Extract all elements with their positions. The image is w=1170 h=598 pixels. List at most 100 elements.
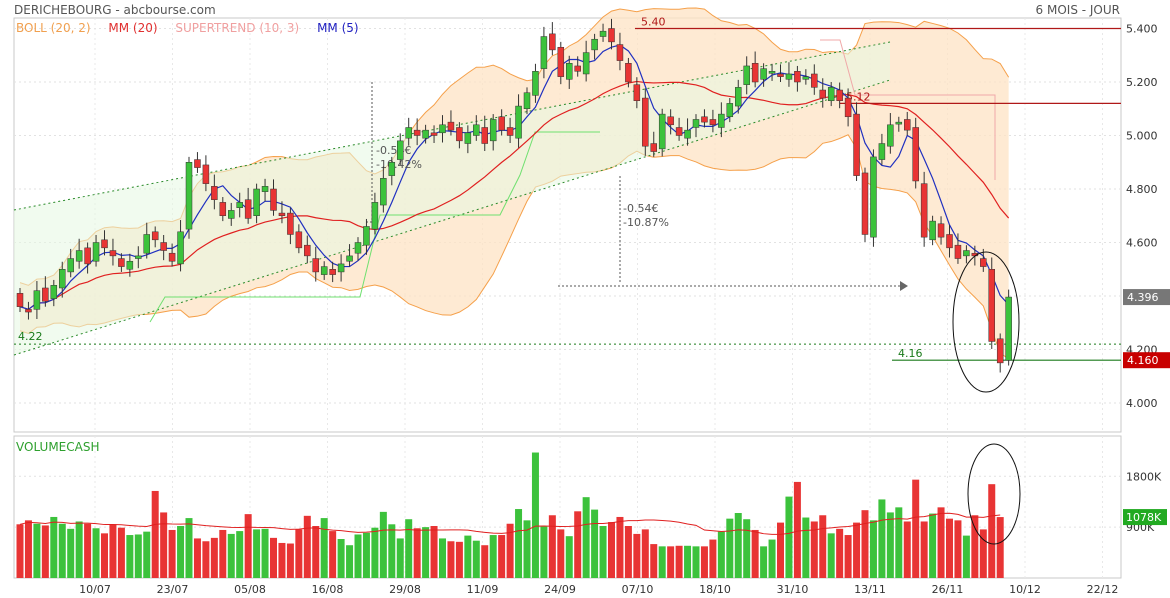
candle-body xyxy=(160,242,167,251)
volume-bar xyxy=(810,521,818,578)
supertrend-support-line xyxy=(149,131,600,323)
candle-body xyxy=(261,186,269,192)
volume-bar xyxy=(489,535,497,578)
candle-body xyxy=(515,105,522,139)
candle-body xyxy=(244,199,252,219)
date-tick-label: 05/08 xyxy=(234,583,266,596)
candle-body xyxy=(557,46,565,77)
candle-body xyxy=(718,113,725,128)
volume-tick-label: 1800K xyxy=(1126,470,1162,483)
candle-body xyxy=(895,121,903,125)
candle-body xyxy=(912,127,919,182)
candle-body xyxy=(194,159,201,168)
volume-bar xyxy=(320,518,328,578)
volume-bar xyxy=(700,546,708,578)
volume-bar xyxy=(371,527,379,578)
candle-body xyxy=(794,71,801,83)
candle-body xyxy=(785,73,793,80)
volume-bar xyxy=(878,499,886,578)
measure-pct-1: -10.42% xyxy=(376,158,422,171)
volume-bar xyxy=(929,513,937,578)
candle-body xyxy=(151,231,159,241)
candle-body xyxy=(1005,296,1012,361)
volume-bar xyxy=(717,531,725,578)
legend-mm5: MM (5) xyxy=(317,21,359,35)
volume-bar xyxy=(802,517,810,578)
candle-body xyxy=(506,127,514,136)
volume-bar xyxy=(895,507,903,578)
volume-bar xyxy=(464,535,472,578)
volume-bar xyxy=(101,533,108,578)
candle-body xyxy=(354,242,362,254)
volume-bar xyxy=(684,545,692,578)
candle-body xyxy=(811,73,818,88)
candle-body xyxy=(777,73,784,77)
volume-bar xyxy=(67,528,75,578)
volume-bar xyxy=(853,522,861,578)
candle-body xyxy=(954,244,962,259)
volume-bar xyxy=(481,545,489,578)
period-label: 6 MOIS - JOUR xyxy=(1035,3,1120,17)
volume-bar xyxy=(675,545,683,578)
volume-title: VOLUMECASH xyxy=(16,440,100,454)
candle-body xyxy=(278,212,286,216)
volume-bar xyxy=(134,534,142,578)
candle-body xyxy=(675,127,683,136)
volume-bar xyxy=(160,512,168,578)
volume-bar xyxy=(633,533,641,578)
candle-body xyxy=(760,68,767,80)
candle-body xyxy=(599,30,607,37)
volume-bar xyxy=(354,534,362,578)
candle-body xyxy=(735,87,742,107)
candle-body xyxy=(456,127,463,142)
volume-bar xyxy=(937,507,945,578)
volume-bar xyxy=(185,518,193,578)
candle-body xyxy=(963,250,970,257)
date-tick-label: 10/12 xyxy=(1009,583,1041,596)
candle-body xyxy=(540,36,548,69)
volume-bar xyxy=(979,529,987,578)
volume-bar xyxy=(16,524,24,578)
indicator-legend: BOLL (20, 2) MM (20) SUPERTREND (10, 3) … xyxy=(16,21,373,35)
candle-body xyxy=(59,269,66,289)
volume-bar xyxy=(548,515,556,578)
volume-bar xyxy=(472,540,480,578)
candle-body xyxy=(16,293,24,307)
volume-bar xyxy=(388,524,396,578)
candle-body xyxy=(988,269,995,342)
volume-bar xyxy=(515,509,523,578)
candle-body xyxy=(870,156,877,238)
volume-bar xyxy=(768,539,776,578)
volume-bar xyxy=(168,529,176,578)
candle-body xyxy=(92,242,100,262)
candle-body xyxy=(836,89,843,101)
volume-bar xyxy=(329,531,337,578)
chart-title: DERICHEBOURG - abcbourse.com xyxy=(14,3,216,17)
volume-bar xyxy=(608,522,615,578)
volume-bar xyxy=(869,520,877,578)
candle-body xyxy=(768,71,776,74)
candle-body xyxy=(566,63,573,80)
candle-body xyxy=(337,263,345,273)
projection-arrow xyxy=(900,281,908,291)
candle-body xyxy=(211,186,218,200)
measure-value-2: -0.54€ xyxy=(623,202,658,215)
date-tick-label: 31/10 xyxy=(777,583,809,596)
candle-body xyxy=(608,28,615,43)
volume-bar xyxy=(84,523,92,578)
volume-bar xyxy=(988,484,996,578)
candle-body xyxy=(287,212,294,235)
candle-body xyxy=(473,124,480,136)
candle-body xyxy=(413,129,421,136)
volume-bar xyxy=(946,518,953,578)
volume-bar xyxy=(836,528,844,578)
volume-bar xyxy=(117,527,125,578)
candle-body xyxy=(996,338,1004,364)
volume-bar xyxy=(599,526,607,578)
volume-last-label: 1078K xyxy=(1126,511,1162,524)
volume-bar xyxy=(582,497,590,578)
volume-bar xyxy=(278,542,286,578)
candle-body xyxy=(532,71,539,96)
volume-bar xyxy=(726,518,734,578)
